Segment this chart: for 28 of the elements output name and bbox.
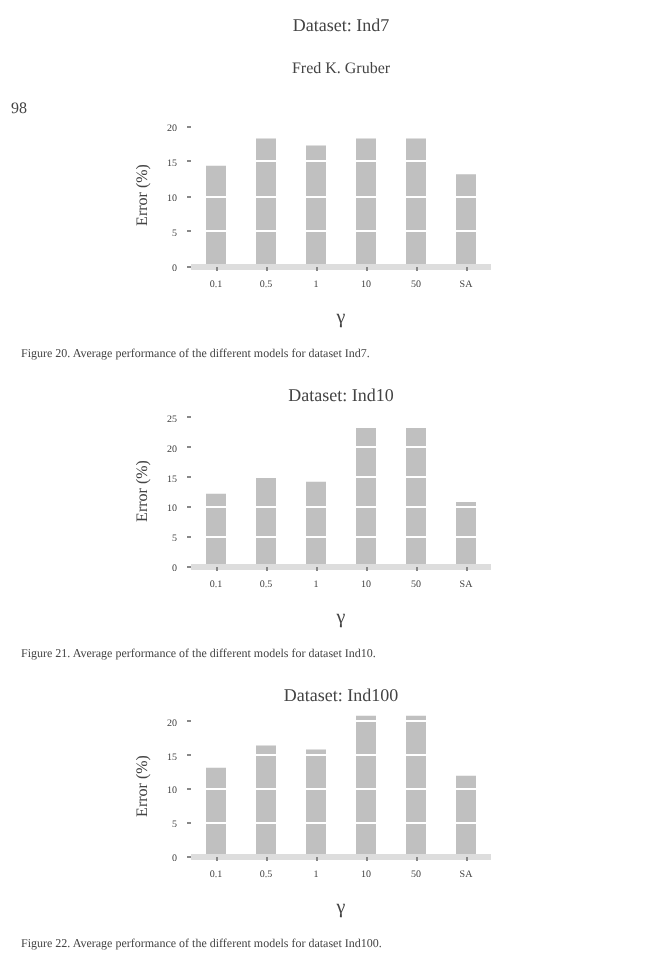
- bar: [356, 138, 376, 267]
- bar: [206, 767, 226, 857]
- bar: [456, 174, 476, 267]
- bar: [306, 145, 326, 267]
- bar: [206, 493, 226, 567]
- bar: [406, 428, 426, 567]
- bar: [306, 481, 326, 567]
- chart-title: Dataset: Ind10: [288, 385, 395, 405]
- bar: [406, 138, 426, 267]
- bar: [306, 749, 326, 857]
- bar: [356, 715, 376, 857]
- bar: [406, 715, 426, 857]
- y-axis-title: Error (%): [133, 754, 151, 817]
- bar: [206, 165, 226, 267]
- chart-title: Dataset: Ind100: [283, 685, 400, 705]
- bar: [256, 745, 276, 857]
- x-axis-title: γ: [334, 897, 347, 919]
- text: 98: [11, 99, 27, 117]
- bar: [456, 775, 476, 857]
- bar: [256, 138, 276, 267]
- bar: [256, 477, 276, 567]
- y-axis-title: Error (%): [133, 459, 151, 522]
- text: Fred K. Gruber: [291, 59, 391, 77]
- x-axis-title: γ: [334, 607, 347, 629]
- chart-title: Dataset: Ind7: [292, 15, 391, 35]
- x-axis-title: γ: [334, 307, 347, 329]
- bar: [356, 428, 376, 567]
- y-axis-title: Error (%): [133, 163, 151, 226]
